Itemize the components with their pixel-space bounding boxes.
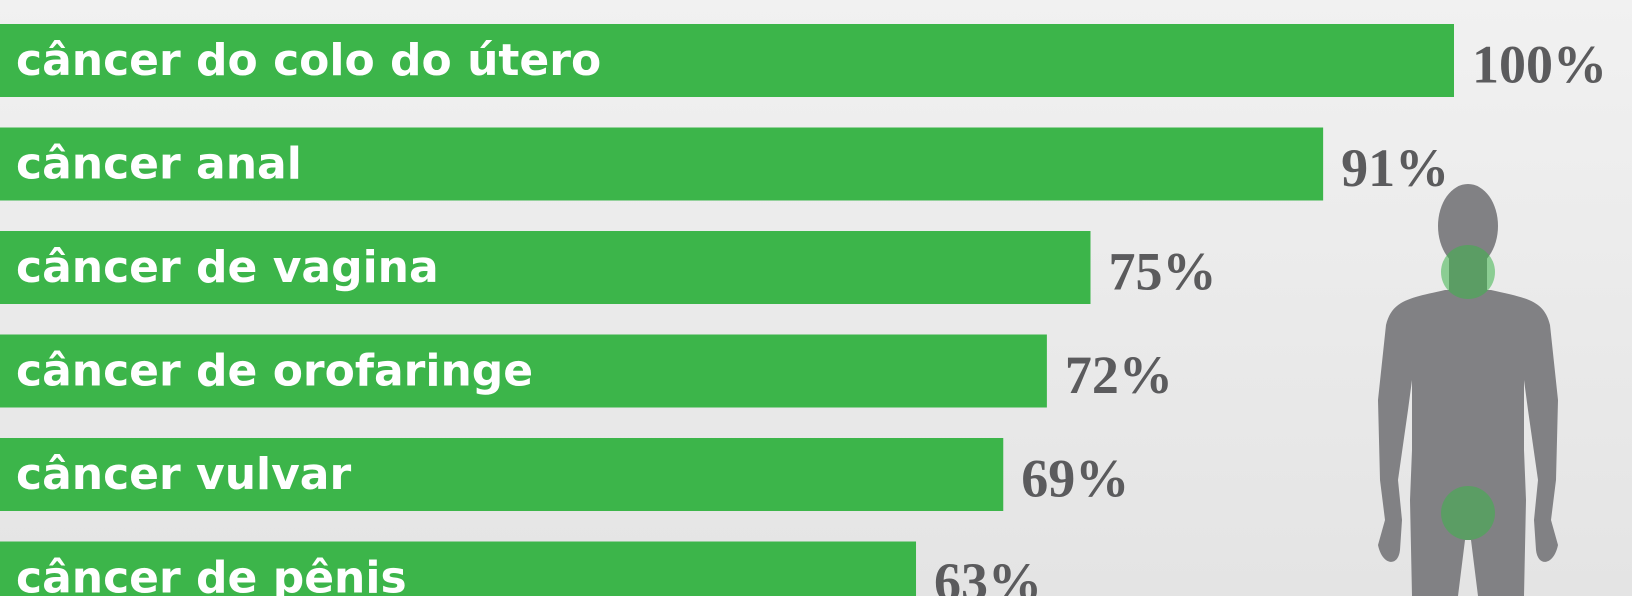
groin-highlight: [1441, 486, 1495, 540]
category-label: câncer anal: [16, 139, 302, 190]
category-label: câncer de orofaringe: [16, 346, 533, 397]
value-label: 69%: [1021, 449, 1129, 509]
category-label: câncer de vagina: [16, 242, 439, 293]
category-label: câncer do colo do útero: [16, 35, 601, 86]
value-label: 72%: [1065, 345, 1173, 405]
category-label: câncer de pênis: [16, 553, 407, 596]
category-label: câncer vulvar: [16, 449, 352, 500]
value-label: 91%: [1341, 138, 1449, 198]
page: {"chart_data": {"type": "bar", "orientat…: [0, 0, 1632, 596]
chart: câncer do colo do útero 100% câncer anal 91…: [0, 0, 1632, 596]
value-label: 63%: [934, 552, 1042, 596]
value-label: 75%: [1109, 242, 1217, 302]
throat-highlight: [1441, 245, 1495, 299]
value-label: 100%: [1472, 35, 1607, 95]
